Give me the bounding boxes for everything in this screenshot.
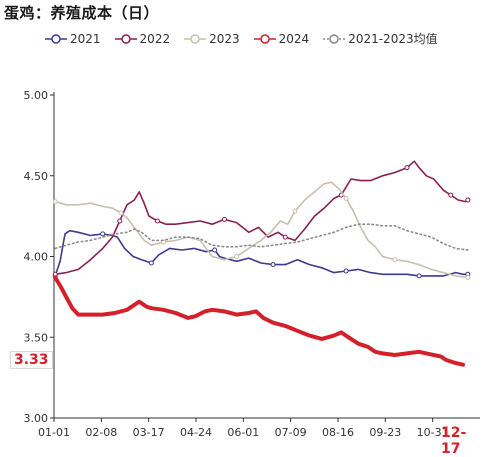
y-tick-label: 3.50 [24,331,49,344]
chart-title: 蛋鸡：养殖成本（日） [4,4,160,22]
x-tick-label: 08-16 [322,426,354,439]
series-point-2023 [465,274,471,280]
legend-label: 2022 [139,31,171,46]
x-tick-label: 09-23 [369,426,401,439]
series-point-2022 [282,234,288,240]
legend-item-2022: 2022 [114,31,171,46]
series-point-2023 [234,254,240,259]
series-point-2021 [148,260,154,266]
legend-label: 2024 [278,31,310,46]
x-tick-label: 07-09 [275,426,307,439]
series-point-2021 [212,247,218,253]
series-point-2023 [52,199,58,205]
x-tick-label: 01-01 [38,426,70,439]
last-value-label: 3.33 [10,351,53,369]
series-point-2021 [416,273,422,279]
legend-swatch [184,33,207,44]
series-point-2023 [343,195,349,201]
legend-swatch [114,33,137,44]
series-point-2023 [118,210,124,216]
x-tick-label: 10-31 [417,426,449,439]
y-tick-label: 5.00 [24,89,49,102]
series-point-2022 [404,165,410,171]
series-line-2021-2023均值 [54,223,469,251]
series-point-2021 [270,262,276,268]
series-point-2022 [117,218,123,224]
y-tick-label: 3.00 [24,412,49,425]
legend-item-2021-2023均值: 2021-2023均值 [323,30,438,47]
legend-swatch [45,33,67,44]
series-line-2024 [53,275,465,367]
series-point-2022 [465,197,471,203]
y-tick-label: 4.50 [24,170,49,183]
legend-item-2021: 2021 [45,32,101,46]
x-tick-label: 04-24 [180,426,212,439]
series-point-2022 [448,192,454,198]
series-point-2021 [343,268,349,274]
series-line-2021 [54,229,469,277]
y-tick-label: 4.00 [24,251,49,264]
legend-item-2023: 2023 [184,32,240,46]
series-line-2023 [54,181,469,279]
legend-label: 2023 [209,31,240,46]
legend-swatch [323,33,346,44]
last-date-label: 12-17 [441,425,467,457]
series-line-2022 [54,160,469,276]
line-chart: 3.00 3.50 4.00 4.50 5.00 01-01 02-08 03-17 04-24… [24,89,480,439]
legend-swatch [253,33,276,44]
series-point-2023 [392,257,398,263]
legend-item-2024: 2024 [253,31,310,46]
series-point-2021 [100,231,106,237]
legend: 2021 2022 2023 2024 2021-2023均值 [45,30,452,47]
x-tick-label: 06-01 [227,426,259,439]
legend-label: 2021 [70,31,101,46]
x-tick-label: 03-17 [133,426,165,439]
series-point-2023 [292,208,298,214]
legend-label: 2021-2023均值 [348,32,438,46]
series-point-2022 [221,216,227,222]
x-tick-label: 02-08 [85,426,117,439]
series-point-2022 [154,218,160,224]
